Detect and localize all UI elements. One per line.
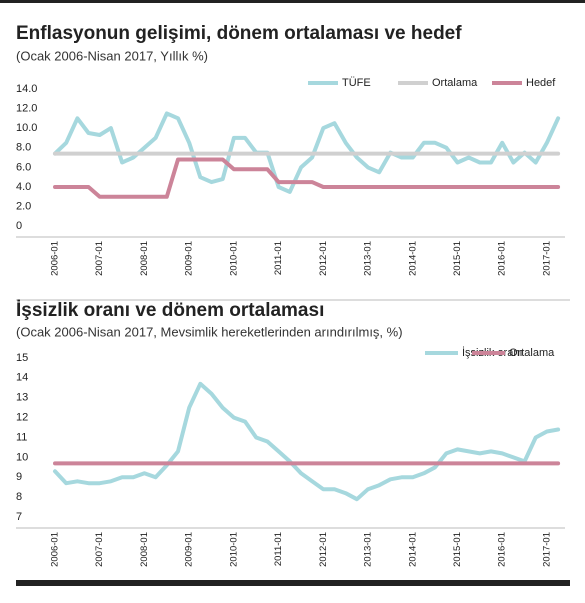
- series-line: [53, 157, 561, 199]
- x-tick-label: 2016-01: [497, 241, 508, 276]
- x-tick-label: 2008-01: [139, 532, 150, 567]
- x-tick-label: 2007-01: [94, 241, 105, 276]
- top-rule: [0, 0, 585, 3]
- legend-label: Ortalama: [509, 347, 555, 359]
- y-tick-label: 2.0: [16, 200, 31, 212]
- y-tick-label: 14: [16, 372, 28, 384]
- y-tick-label: 8: [16, 491, 22, 503]
- y-tick-label: 13: [16, 392, 28, 404]
- y-tick-label: 0: [16, 220, 22, 232]
- y-tick-label: 9: [16, 471, 22, 483]
- legend-label: TÜFE: [342, 77, 371, 89]
- bottom-rule: [16, 580, 570, 586]
- chart-title: İşsizlik oranı ve dönem ortalaması: [16, 300, 324, 321]
- x-tick-label: 2011-01: [273, 241, 284, 275]
- legend-label: Ortalama: [432, 77, 478, 89]
- x-tick-label: 2006-01: [50, 532, 61, 567]
- y-tick-label: 15: [16, 352, 28, 364]
- y-tick-label: 6.0: [16, 161, 31, 173]
- x-tick-label: 2015-01: [452, 532, 463, 567]
- x-tick-label: 2015-01: [452, 241, 463, 276]
- x-tick-label: 2012-01: [318, 241, 329, 276]
- x-tick-label: 2013-01: [363, 241, 374, 276]
- y-tick-label: 12: [16, 412, 28, 424]
- y-tick-label: 12.0: [16, 102, 37, 114]
- y-tick-label: 10.0: [16, 122, 37, 134]
- x-tick-label: 2009-01: [184, 532, 195, 567]
- x-tick-label: 2014-01: [407, 532, 418, 567]
- chart-title: Enflasyonun gelişimi, dönem ortalaması v…: [16, 23, 462, 44]
- y-tick-label: 11: [16, 431, 27, 443]
- y-tick-label: 4.0: [16, 181, 31, 193]
- x-tick-label: 2014-01: [407, 241, 418, 276]
- x-tick-label: 2012-01: [318, 532, 329, 567]
- x-tick-label: 2013-01: [363, 532, 374, 567]
- y-tick-label: 7: [16, 511, 22, 523]
- y-tick-label: 8.0: [16, 142, 31, 154]
- x-tick-label: 2006-01: [50, 241, 61, 276]
- x-tick-label: 2008-01: [139, 241, 150, 276]
- x-tick-label: 2010-01: [228, 241, 239, 276]
- x-tick-label: 2017-01: [541, 532, 552, 567]
- x-tick-label: 2016-01: [497, 532, 508, 567]
- series-line: [53, 381, 561, 502]
- x-tick-label: 2010-01: [228, 532, 239, 567]
- x-tick-label: 2007-01: [94, 532, 105, 567]
- chart-subtitle: (Ocak 2006-Nisan 2017, Yıllık %): [16, 48, 208, 63]
- x-tick-label: 2017-01: [541, 241, 552, 276]
- x-tick-label: 2009-01: [184, 241, 195, 276]
- y-tick-label: 10: [16, 451, 28, 463]
- legend-label: Hedef: [526, 77, 556, 89]
- x-tick-label: 2011-01: [273, 532, 284, 566]
- y-tick-label: 14.0: [16, 83, 37, 95]
- chart-subtitle: (Ocak 2006-Nisan 2017, Mevsimlik hereket…: [16, 324, 403, 339]
